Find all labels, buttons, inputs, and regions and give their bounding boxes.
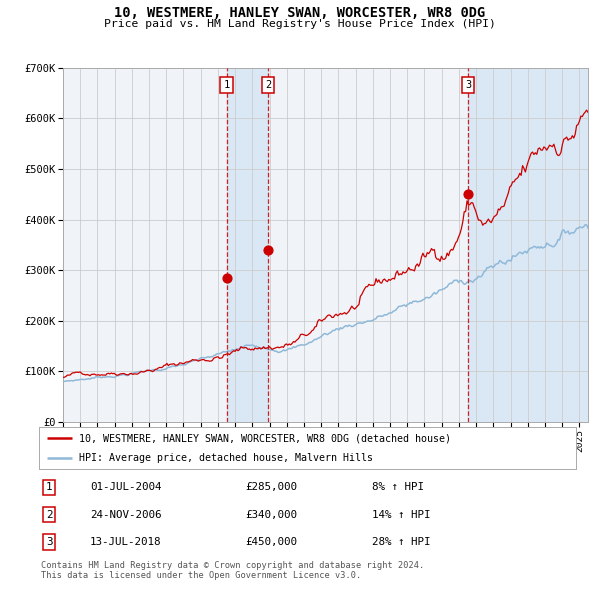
Point [463,189,473,199]
Text: 3: 3 [465,80,471,90]
Text: 28% ↑ HPI: 28% ↑ HPI [372,537,430,547]
Text: This data is licensed under the Open Government Licence v3.0.: This data is licensed under the Open Gov… [41,571,361,580]
Text: 24-NOV-2006: 24-NOV-2006 [90,510,161,520]
Text: Price paid vs. HM Land Registry's House Price Index (HPI): Price paid vs. HM Land Registry's House … [104,19,496,29]
Text: Contains HM Land Registry data © Crown copyright and database right 2024.: Contains HM Land Registry data © Crown c… [41,560,424,569]
Bar [227,68,268,422]
Text: 13-JUL-2018: 13-JUL-2018 [90,537,161,547]
Point [222,273,232,283]
Bar [468,68,588,422]
Text: £340,000: £340,000 [246,510,298,520]
Text: 1: 1 [46,483,52,493]
Text: 8% ↑ HPI: 8% ↑ HPI [372,483,424,493]
Text: 01-JUL-2004: 01-JUL-2004 [90,483,161,493]
Text: 10, WESTMERE, HANLEY SWAN, WORCESTER, WR8 0DG: 10, WESTMERE, HANLEY SWAN, WORCESTER, WR… [115,6,485,20]
Text: 10, WESTMERE, HANLEY SWAN, WORCESTER, WR8 0DG (detached house): 10, WESTMERE, HANLEY SWAN, WORCESTER, WR… [79,433,451,443]
Text: 2: 2 [265,80,271,90]
Text: 1: 1 [223,80,230,90]
Text: £285,000: £285,000 [246,483,298,493]
Text: HPI: Average price, detached house, Malvern Hills: HPI: Average price, detached house, Malv… [79,453,373,463]
Text: 3: 3 [46,537,52,547]
Point [263,245,273,255]
Text: £450,000: £450,000 [246,537,298,547]
Text: 14% ↑ HPI: 14% ↑ HPI [372,510,430,520]
Text: 2: 2 [46,510,52,520]
